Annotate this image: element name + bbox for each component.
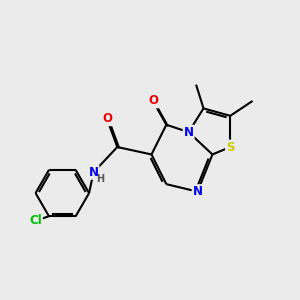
Text: Cl: Cl — [29, 214, 42, 227]
Text: S: S — [226, 140, 235, 154]
Text: N: N — [184, 126, 194, 139]
Text: O: O — [102, 112, 112, 125]
Text: O: O — [148, 94, 158, 107]
Text: N: N — [88, 166, 98, 179]
Text: N: N — [193, 185, 202, 198]
Text: H: H — [96, 174, 104, 184]
